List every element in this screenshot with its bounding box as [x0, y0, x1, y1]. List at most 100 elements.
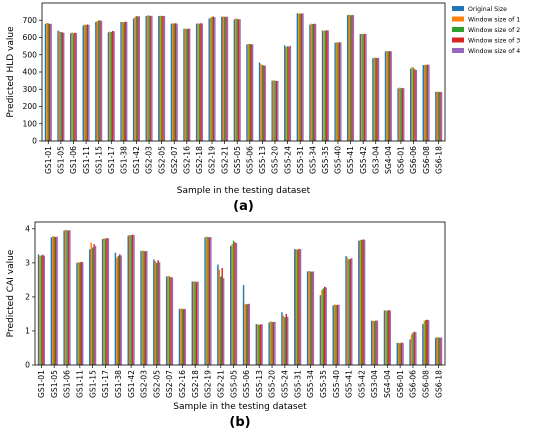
panel-a-bar [97, 20, 100, 142]
panel-b-bar [183, 309, 185, 365]
panel-a-bar [96, 21, 98, 141]
panel-b-bar [114, 252, 117, 365]
panel-a-bar [100, 20, 103, 141]
panel-b-bar [325, 287, 327, 365]
panel-b-bar [158, 262, 161, 365]
legend-swatch [452, 27, 464, 32]
panel-a-bar [176, 23, 178, 142]
panel-a-bar [277, 80, 279, 141]
panel-a-x-tick-label: GS1-38 [120, 146, 129, 174]
panel-a-bar [246, 44, 248, 141]
panel-b-x-tick-label: GS2-16 [178, 370, 187, 398]
panel-b-bar [154, 261, 157, 365]
panel-b-bar [385, 310, 387, 365]
panel-b-bar [195, 281, 198, 365]
panel-a-bar [400, 87, 402, 141]
panel-b-x-tick-label: GS2-03 [140, 370, 149, 398]
panel-b-y-tick-label: 1 [25, 327, 30, 336]
panel-a-bar [170, 23, 173, 142]
panel-b-x-tick-label: GS5-13 [255, 370, 264, 398]
panel-a-x-tick-label: GS1-01 [44, 146, 53, 174]
panel-a-bar [145, 15, 147, 141]
panel-a-bar [426, 64, 429, 141]
panel-a-bar [313, 23, 315, 142]
panel-b-y-tick-label: 3 [25, 258, 30, 267]
panel-b-x-tick-label: GS1-38 [114, 370, 123, 398]
panel-a-bar [376, 58, 378, 141]
panel-a-bar [274, 80, 276, 142]
panel-b-bar [94, 245, 97, 365]
panel-b-x-tick-label: GS5-06 [242, 370, 251, 398]
panel-b-bar [153, 259, 155, 365]
panel-b-y-tick-label: 2 [25, 293, 30, 302]
panel-b-bar [412, 332, 414, 365]
panel-a-y-tick-label: 300 [23, 85, 38, 94]
panel-b-bar [295, 249, 297, 365]
panel-b-bar [269, 321, 272, 365]
panel-a-bar [363, 33, 366, 141]
panel-b-bar [103, 238, 105, 365]
panel-b-x-tick-label: GS1-06 [63, 370, 72, 398]
panel-b-bar [386, 310, 389, 365]
panel-b-bar [299, 249, 302, 365]
panel-a-x-tick-label: GS1-42 [132, 146, 141, 174]
panel-b-y-tick-label: 4 [25, 224, 30, 233]
panel-b-bar [204, 237, 206, 365]
panel-b-bar [247, 304, 249, 365]
panel-a-bar [124, 21, 126, 142]
panel-b-bar [436, 337, 438, 365]
panel-a-bar [60, 31, 62, 142]
panel-b-bar [338, 304, 340, 365]
panel-b-bar [79, 262, 81, 365]
panel-a-bar [125, 21, 128, 141]
panel-b-bar [358, 240, 360, 365]
panel-a-bar [57, 30, 59, 142]
panel-a-bar [69, 33, 72, 141]
panel-b-x-tick-label: GS5-24 [281, 370, 290, 398]
panel-a-bar [183, 28, 185, 142]
panel-b-x-tick-label: GS5-42 [357, 370, 366, 398]
panel-b-bar [77, 262, 80, 365]
panel-b-bar [321, 290, 323, 365]
panel-b-bar [106, 238, 108, 365]
panel-b-bar [181, 308, 184, 365]
panel-a-bar [82, 25, 84, 142]
panel-b-bar [120, 255, 122, 365]
panel-b-bar [336, 304, 339, 365]
panel-a-bar [314, 23, 317, 141]
panel-b-bar [116, 257, 118, 365]
panel-a-bar [251, 44, 254, 141]
panel-b-x-tick-label: GS5-35 [319, 370, 328, 398]
panel-a-bar [107, 32, 110, 141]
legend-swatch [452, 6, 464, 11]
panel-b-bar [208, 237, 211, 365]
panel-b-x-tick-label: GS3-04 [370, 370, 379, 398]
panel-a-x-tick-label: GS5-31 [296, 146, 305, 174]
panel-a-bar [75, 33, 78, 141]
panel-b-bar [80, 261, 82, 365]
panel-a-bar [197, 23, 199, 142]
panel-a-bar [208, 18, 210, 142]
panel-a-x-tick-label: GS1-15 [94, 146, 103, 174]
panel-b-bar [53, 236, 55, 365]
panel-a-bar [158, 15, 160, 141]
panel-a-bar [111, 30, 114, 142]
panel-b-bar [143, 250, 145, 365]
panel-a-x-tick-label: GS6-01 [397, 146, 406, 174]
panel-a-y-tick-label: 600 [23, 33, 38, 42]
panel-b-bar [261, 324, 263, 365]
panel-a-bar [149, 15, 152, 141]
panel-a-bar [225, 16, 227, 142]
panel-a-bar [132, 18, 135, 142]
panel-b-bar [399, 343, 401, 365]
panel-b-x-tick-label: GS5-05 [229, 370, 238, 398]
panel-b-x-tick-label: GS2-18 [191, 370, 200, 398]
panel-a-bar [300, 13, 303, 141]
panel-a-x-tick-label: GS5-13 [258, 146, 267, 174]
panel-a-bar [123, 22, 125, 141]
panel-a-bar [389, 51, 391, 141]
panel-a-y-axis-label: Predicted HLD value [6, 26, 16, 118]
panel-a-bar [239, 19, 241, 141]
panel-b-bar [193, 281, 195, 365]
